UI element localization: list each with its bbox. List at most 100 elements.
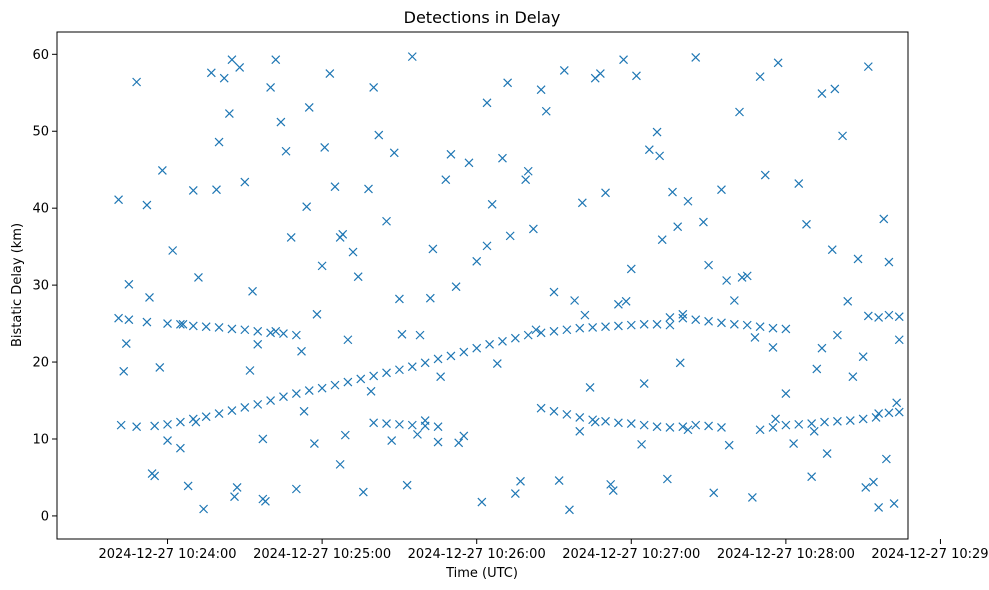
y-tick-label: 0	[41, 509, 49, 524]
scatter-point	[853, 254, 863, 264]
scatter-point	[655, 151, 665, 161]
scatter-point	[420, 416, 430, 425]
scatter-point	[879, 214, 889, 224]
scatter-point	[637, 439, 647, 449]
scatter-point	[789, 439, 799, 449]
rising-track-point	[420, 358, 430, 368]
scatter-point	[194, 272, 203, 282]
rising-track-point	[116, 420, 126, 430]
scatter-point	[235, 62, 245, 72]
scatter-point	[492, 359, 502, 369]
scatter-point	[861, 483, 871, 492]
scatter-point	[358, 487, 368, 497]
scatter-point	[155, 363, 165, 372]
scatter-point	[639, 379, 649, 389]
scatter-point	[302, 202, 312, 212]
scatter-point	[121, 339, 131, 349]
descending-track-point	[536, 403, 546, 413]
scatter-point	[382, 216, 391, 226]
scatter-point	[580, 310, 590, 320]
scatter-point	[348, 247, 358, 257]
upper-band-end-point	[874, 313, 884, 322]
x-tick-label: 2024-12-27 10:25:00	[253, 547, 391, 562]
scatter-point	[245, 366, 255, 375]
lower-band-end-point	[874, 409, 884, 419]
scatter-point	[884, 257, 894, 267]
upper-band-late-point	[768, 323, 778, 333]
scatter-point	[704, 260, 714, 270]
scatter-point	[673, 222, 683, 232]
rising-track-point	[227, 406, 237, 415]
scatter-point	[188, 186, 198, 195]
scatter-point	[822, 449, 832, 459]
scatter-point	[683, 196, 693, 206]
scatter-point	[585, 383, 595, 392]
rising-track-point	[304, 386, 314, 395]
upper-band-late-point	[729, 319, 739, 329]
chart-title: Detections in Delay	[404, 8, 561, 27]
scatter-point	[755, 72, 765, 82]
descending-track-point	[613, 418, 623, 428]
descending-track-point	[639, 420, 649, 430]
rising-track-point	[485, 339, 495, 349]
scatter-point	[212, 185, 221, 195]
scatter-point	[325, 69, 335, 78]
scatter-point	[330, 182, 340, 192]
rising-track-point	[291, 389, 301, 399]
scatter-point	[286, 232, 296, 242]
rising-track-point	[549, 326, 559, 336]
scatter-point	[781, 389, 791, 399]
rising-track-point	[266, 396, 276, 405]
scatter-point	[691, 52, 701, 62]
descending-track-point	[575, 413, 585, 422]
scatter-point	[621, 296, 631, 306]
scatter-point	[773, 58, 783, 68]
scatter-point	[281, 146, 291, 156]
rising-track-point	[472, 343, 482, 353]
scatter-point	[369, 82, 379, 92]
scatter-point	[353, 272, 363, 282]
scatter-point	[266, 82, 276, 92]
descending-track-point	[549, 406, 559, 416]
x-axis-ticks: 2024-12-27 10:24:00 2024-12-27 10:25:00 20…	[98, 539, 989, 562]
lower-band-late-point	[807, 419, 817, 429]
scatter-point	[394, 294, 404, 304]
scatter-point	[869, 477, 878, 487]
scatter-point	[812, 364, 822, 374]
y-tick-label: 40	[32, 202, 49, 217]
scatter-point	[199, 504, 209, 514]
rising-track-point	[343, 377, 353, 387]
scatter-marks	[114, 52, 904, 515]
upper-band-early-point	[188, 321, 198, 331]
descending-track-point	[691, 420, 701, 430]
lower-band-mid-point	[394, 419, 404, 429]
scatter-point	[747, 493, 757, 502]
rising-track-point	[175, 417, 185, 427]
rising-track-point	[626, 320, 636, 330]
upper-band-end-point	[884, 310, 894, 320]
x-tick-label: 2024-12-27 10:28:00	[717, 547, 855, 562]
rising-track-point	[240, 403, 250, 412]
descending-track-point	[704, 421, 714, 431]
scatter-point	[735, 107, 744, 117]
scatter-point	[320, 142, 330, 152]
rising-track-point	[163, 419, 172, 429]
lower-band-mid-point	[382, 419, 391, 429]
rising-track-point	[253, 399, 263, 409]
scatter-point	[892, 398, 902, 408]
scatter-point	[838, 131, 847, 141]
scatter-point	[619, 55, 628, 65]
upper-band-late-point	[691, 315, 701, 325]
rising-track-point	[279, 392, 288, 402]
scatter-point	[224, 109, 234, 118]
scatter-point	[132, 77, 142, 87]
rising-track-point	[394, 365, 404, 375]
scatter-point	[114, 313, 124, 323]
rising-track-point	[330, 380, 340, 390]
lower-band-late-point	[820, 417, 829, 427]
scatter-point	[397, 329, 407, 339]
scatter-point	[441, 175, 451, 185]
y-tick-label: 20	[32, 356, 49, 371]
scatter-point	[717, 185, 726, 195]
